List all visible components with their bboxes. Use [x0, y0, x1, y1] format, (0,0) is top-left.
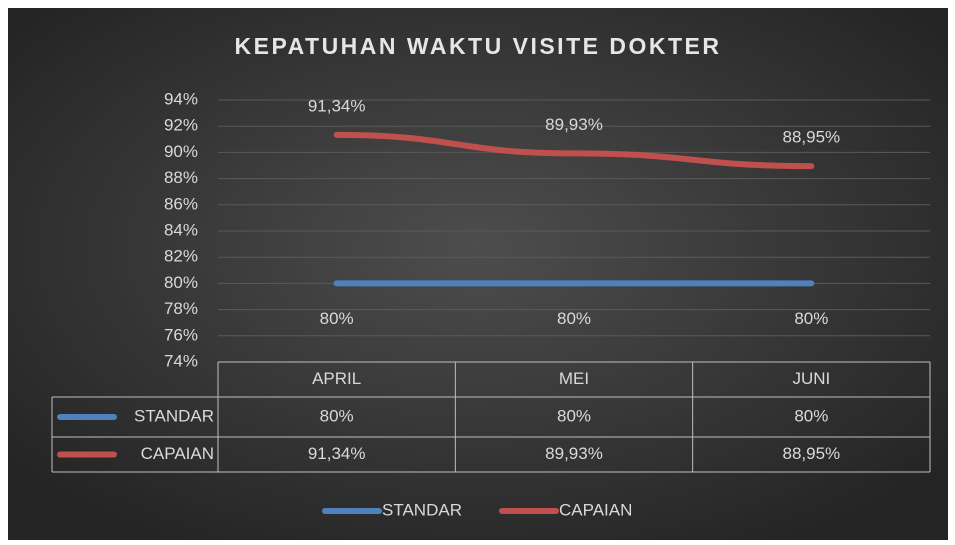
- table-cell: 80%: [794, 406, 828, 425]
- table-cell: 80%: [557, 406, 591, 425]
- y-tick-label: 90%: [164, 142, 198, 161]
- x-tick-label: MEI: [559, 369, 589, 388]
- table-cell: 91,34%: [308, 444, 366, 463]
- table-cell: 89,93%: [545, 444, 603, 463]
- chart-background: [8, 8, 948, 540]
- series-line: [333, 131, 815, 170]
- y-tick-label: 82%: [164, 247, 198, 266]
- table-row-label: STANDAR: [134, 406, 214, 425]
- data-label: 91,34%: [308, 96, 366, 115]
- data-label: 88,95%: [782, 128, 840, 147]
- legend-label: STANDAR: [382, 500, 462, 519]
- y-tick-label: 76%: [164, 325, 198, 344]
- y-tick-label: 78%: [164, 299, 198, 318]
- legend-label: CAPAIAN: [559, 500, 632, 519]
- table-cell: 80%: [320, 406, 354, 425]
- table-row-label: CAPAIAN: [141, 444, 214, 463]
- data-label: 80%: [320, 309, 354, 328]
- table-cell: 88,95%: [782, 444, 840, 463]
- y-tick-label: 80%: [164, 273, 198, 292]
- data-label: 80%: [557, 309, 591, 328]
- data-label: 89,93%: [545, 115, 603, 134]
- y-tick-label: 92%: [164, 116, 198, 135]
- y-tick-label: 88%: [164, 168, 198, 187]
- y-tick-label: 86%: [164, 194, 198, 213]
- y-tick-label: 84%: [164, 220, 198, 239]
- data-label: 80%: [794, 309, 828, 328]
- x-tick-label: JUNI: [792, 369, 830, 388]
- chart-title: KEPATUHAN WAKTU VISITE DOKTER: [235, 33, 722, 59]
- y-tick-label: 94%: [164, 89, 198, 108]
- x-tick-label: APRIL: [312, 369, 361, 388]
- y-tick-label: 74%: [164, 351, 198, 370]
